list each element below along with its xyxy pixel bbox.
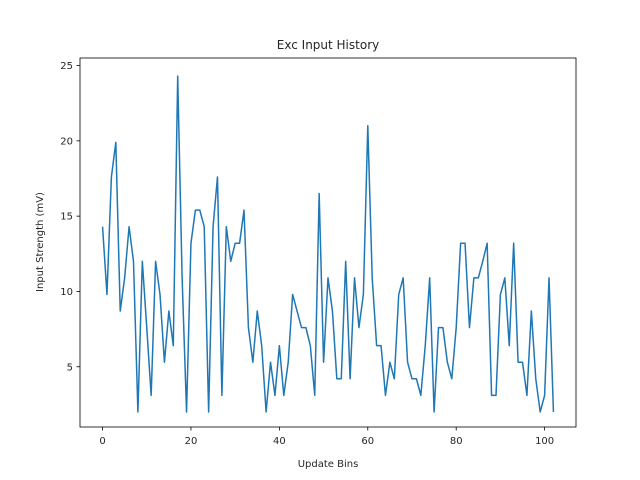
x-tick-label: 0	[99, 436, 105, 447]
chart-title: Exc Input History	[277, 38, 379, 52]
x-tick-label: 80	[450, 436, 463, 447]
y-axis: 5 10 15 20 25	[60, 61, 80, 373]
x-tick-label: 60	[361, 436, 374, 447]
x-tick-label: 100	[535, 436, 554, 447]
plot-frame	[79, 57, 577, 428]
x-axis: 0 20 40 60 80 100	[99, 427, 554, 447]
y-tick-label: 15	[60, 212, 73, 223]
y-tick-label: 5	[67, 362, 73, 373]
y-tick-label: 10	[60, 287, 73, 298]
x-axis-label: Update Bins	[298, 459, 359, 470]
x-tick-label: 40	[273, 436, 286, 447]
plot-area	[101, 75, 555, 413]
series-line-0	[101, 75, 555, 413]
y-tick-label: 25	[60, 61, 73, 72]
y-tick-label: 20	[60, 136, 73, 147]
y-axis-label: Input Strength (mV)	[35, 192, 46, 292]
x-tick-label: 20	[185, 436, 198, 447]
